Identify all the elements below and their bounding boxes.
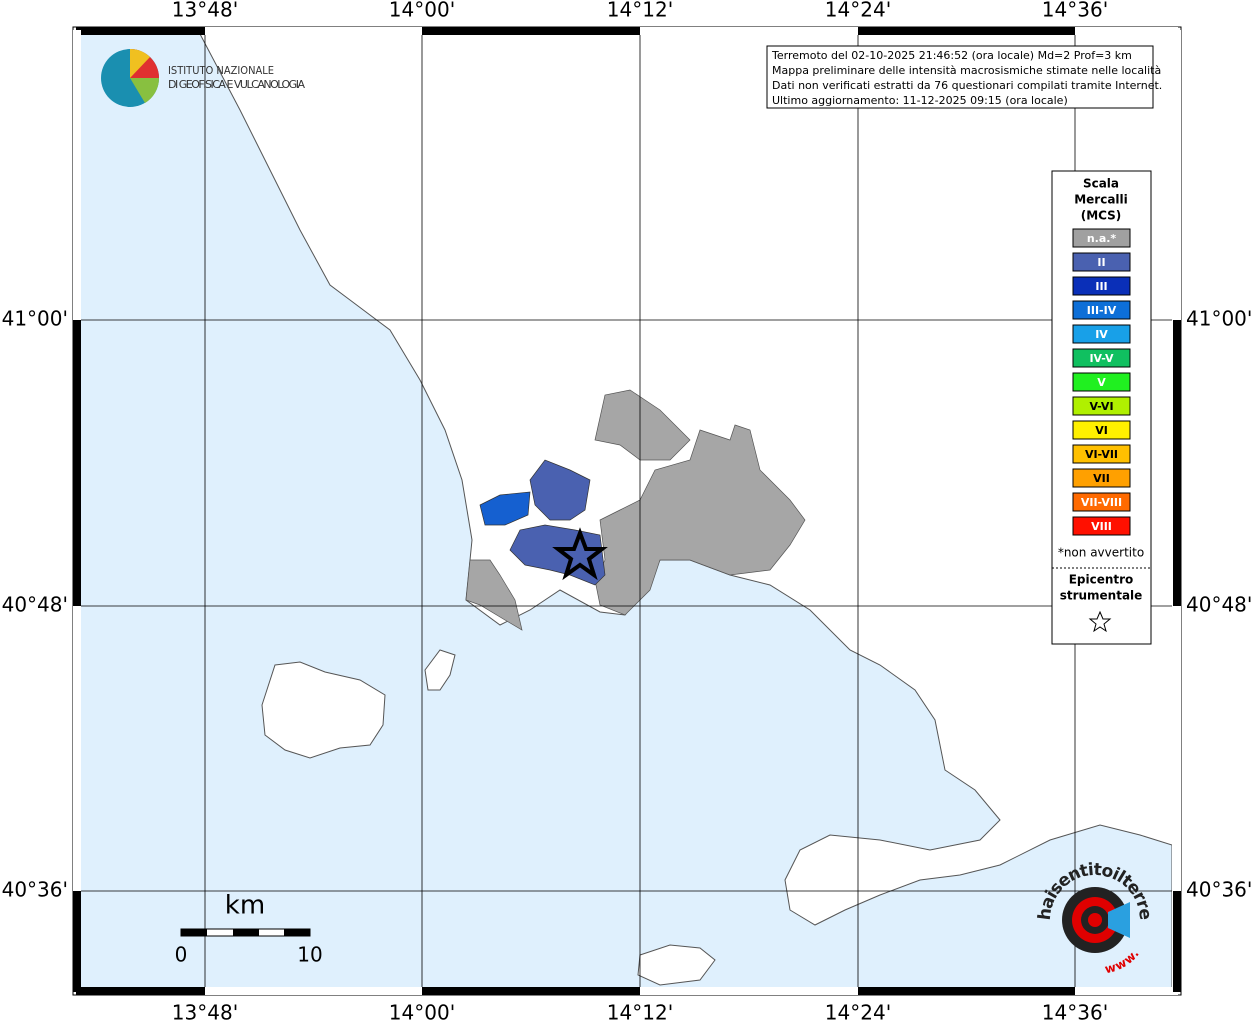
legend-title: (MCS): [1081, 209, 1122, 223]
scale-label: 10: [297, 943, 322, 967]
lon-label: 14°36': [1042, 0, 1108, 22]
lat-label: 41°00': [1186, 307, 1252, 331]
legend-swatch: [1072, 300, 1131, 320]
legend-label: V-VI: [1089, 400, 1113, 413]
legend-label: V: [1097, 376, 1106, 389]
legend-title: Mercalli: [1074, 193, 1128, 207]
info-line: Mappa preliminare delle intensità macros…: [772, 64, 1161, 77]
frame-band: [73, 320, 81, 606]
legend-swatch: [1072, 372, 1131, 392]
legend-label: n.a.*: [1087, 232, 1117, 245]
lat-label: 40°48': [1186, 593, 1252, 617]
lat-label: 40°36': [2, 878, 68, 902]
frame-band: [73, 606, 81, 891]
legend-epicenter: strumentale: [1060, 589, 1143, 603]
lon-label: 14°24': [825, 1001, 891, 1025]
scale-label: 0: [175, 943, 188, 967]
frame-border: [72, 26, 1182, 996]
intensity-iii-iv: [479, 491, 531, 526]
info-box: Terremoto del 02-10-2025 21:46:52 (ora l…: [766, 45, 1162, 109]
legend-label: III: [1095, 280, 1107, 293]
intensity-ii: [529, 459, 591, 521]
frame-band: [1173, 320, 1181, 606]
legend-swatch: [1072, 252, 1131, 272]
lon-label: 14°36': [1042, 1001, 1108, 1025]
lat-label: 40°36': [1186, 878, 1252, 902]
logo-text: ISTITUTO NAZIONALE: [168, 64, 274, 77]
intensity-na: [465, 559, 523, 631]
lon-label: 14°00': [389, 0, 455, 22]
legend-swatch: [1072, 516, 1131, 536]
lon-label: 14°00': [389, 1001, 455, 1025]
frame-band: [1075, 27, 1178, 35]
legend: Scala Mercalli (MCS) *non avvertito Epic…: [1051, 170, 1152, 645]
scale-unit: km: [225, 891, 265, 921]
legend-swatch: [1072, 468, 1131, 488]
legend-label: VI-VII: [1085, 448, 1118, 461]
legend-label: IV-V: [1089, 352, 1114, 365]
legend-swatch: [1072, 420, 1131, 440]
legend-label: VII-VIII: [1081, 496, 1122, 509]
frame-band: [858, 27, 1075, 35]
legend-swatch: [1072, 396, 1131, 416]
frame-band: [422, 27, 640, 35]
frame-band: [1173, 606, 1181, 891]
lon-label: 13°48': [172, 0, 238, 22]
legend-swatch: [1072, 228, 1131, 248]
lon-label: 14°24': [825, 0, 891, 22]
frame-band: [1173, 891, 1181, 992]
legend-label: VIII: [1091, 520, 1112, 533]
lon-label: 14°12': [607, 1001, 673, 1025]
intensity-na: [594, 424, 806, 616]
legend-swatch: [1072, 492, 1131, 512]
frame-band: [73, 891, 81, 992]
lon-label: 13°48': [172, 1001, 238, 1025]
legend-label: IV: [1095, 328, 1108, 341]
frame-band: [640, 27, 858, 35]
info-line: Ultimo aggiornamento: 11-12-2025 09:15 (…: [772, 94, 1068, 107]
frame-band: [76, 987, 205, 995]
frame-band: [1173, 30, 1181, 320]
sea: [80, 34, 1172, 990]
legend-label: III-IV: [1087, 304, 1117, 317]
frame-band: [1075, 987, 1178, 995]
grid: [80, 34, 1172, 990]
legend-label: VII: [1093, 472, 1110, 485]
island-capri: [637, 944, 716, 986]
legend-swatch: [1072, 444, 1131, 464]
frame-band: [858, 987, 1075, 995]
map-area: [80, 34, 1172, 990]
intensity-na: [594, 389, 691, 461]
legend-swatch: [1072, 276, 1131, 296]
epicenter-star: [552, 527, 608, 581]
scale-bar: km 0 10: [175, 891, 323, 967]
logo: ISTITUTO NAZIONALE DI GEOFISICA E VULCAN…: [101, 49, 305, 107]
lat-label: 41°00': [2, 307, 68, 331]
frame-band: [205, 27, 422, 35]
lat-label: 40°48': [2, 593, 68, 617]
legend-label: VI: [1095, 424, 1108, 437]
island-ischia: [261, 661, 386, 759]
logo-text: DI GEOFISICA E VULCANOLOGIA: [168, 78, 305, 91]
info-line: Dati non verificati estratti da 76 quest…: [772, 79, 1162, 92]
frame-band: [640, 987, 858, 995]
legend-swatch: [1072, 324, 1131, 344]
frame-band: [73, 30, 81, 320]
frame-band: [422, 987, 640, 995]
legend-label: II: [1097, 256, 1105, 269]
legend-title: Scala: [1083, 177, 1119, 191]
info-line: Terremoto del 02-10-2025 21:46:52 (ora l…: [771, 49, 1132, 62]
legend-swatch: [1072, 348, 1131, 368]
legend-note: *non avvertito: [1058, 546, 1144, 560]
island-procida: [424, 649, 456, 691]
frame-band: [76, 27, 205, 35]
lon-label: 14°12': [607, 0, 673, 22]
frame-band: [205, 987, 422, 995]
legend-epicenter: Epicentro: [1069, 573, 1134, 587]
